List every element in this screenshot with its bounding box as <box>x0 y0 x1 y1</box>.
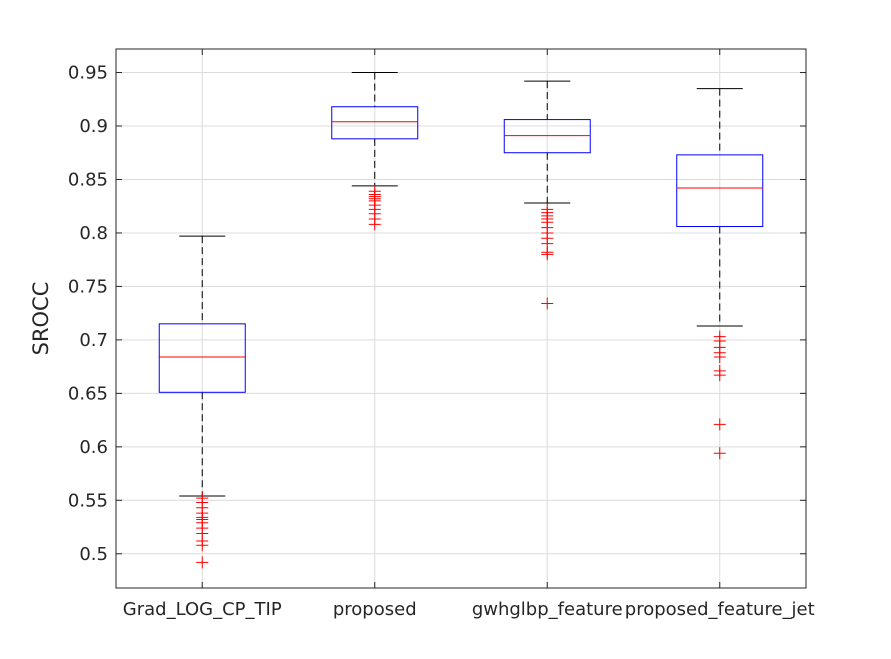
y-tick-label: 0.85 <box>68 169 108 190</box>
box-group <box>676 88 764 460</box>
y-tick-label: 0.6 <box>79 437 108 458</box>
axes-frame <box>115 48 807 589</box>
box-plot-series <box>158 72 764 569</box>
box-iqr <box>158 323 246 393</box>
outlier-point <box>713 351 726 363</box>
outlier-point <box>713 447 726 460</box>
x-tick-label: gwhglbp_feature <box>472 599 623 620</box>
y-tick-label: 0.5 <box>79 544 108 565</box>
x-tick-label: proposed <box>333 599 417 620</box>
y-tick-label: 0.55 <box>68 490 108 511</box>
outlier-point <box>713 418 726 431</box>
y-tick-label: 0.65 <box>68 383 108 404</box>
box-group <box>331 72 419 231</box>
grid-lines <box>116 49 806 588</box>
outlier-point <box>196 556 209 569</box>
y-tick-label: 0.95 <box>68 63 108 84</box>
box-iqr <box>503 119 591 154</box>
outlier-point <box>368 218 381 231</box>
outlier-point <box>541 297 554 310</box>
box-group <box>158 235 246 569</box>
box-group <box>503 80 591 310</box>
y-tick-label: 0.8 <box>79 223 108 244</box>
y-tick-label: 0.7 <box>79 330 108 351</box>
box-iqr <box>331 106 419 140</box>
outlier-point <box>196 539 209 552</box>
y-axis-label: SROCC <box>29 282 53 356</box>
outlier-point <box>713 369 726 382</box>
outlier-point <box>541 248 554 261</box>
box-iqr <box>676 154 764 228</box>
x-tick-label: Grad_LOG_CP_TIP <box>123 599 282 620</box>
x-tick-label: proposed_feature_jet <box>625 599 815 620</box>
y-tick-label: 0.9 <box>79 116 108 137</box>
axis-ticks: 0.5 0.55 0.6 0.65 0.7 0.75 0.8 0.85 0.9 0.95 Grad_… <box>68 49 815 620</box>
y-tick-label: 0.75 <box>68 276 108 297</box>
